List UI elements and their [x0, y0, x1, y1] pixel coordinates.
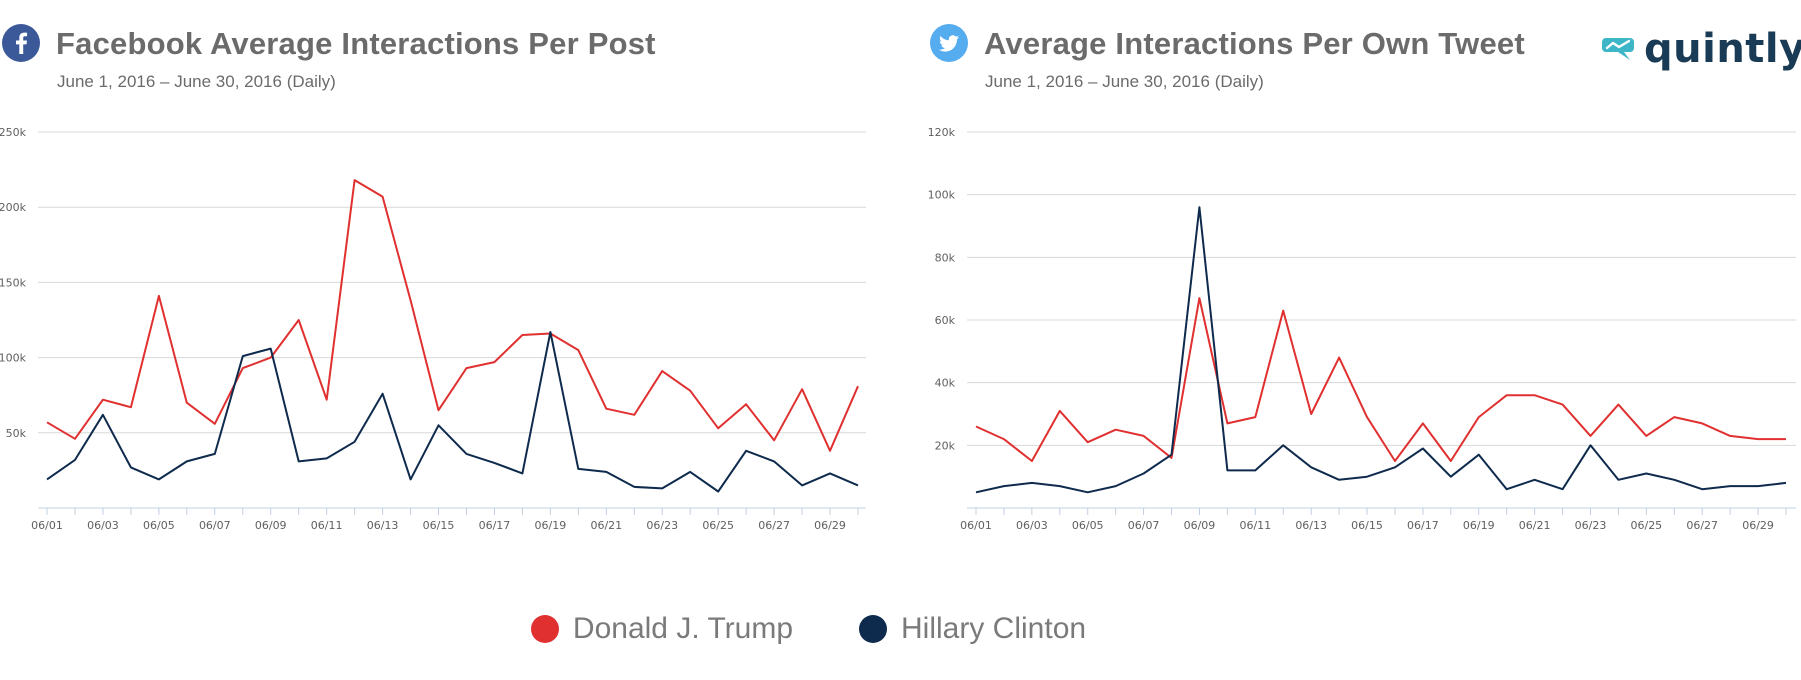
- x-tick-label: 06/13: [1295, 519, 1327, 532]
- x-tick-label: 06/05: [1072, 519, 1104, 532]
- x-tick-label: 06/11: [1239, 519, 1271, 532]
- x-tick-label: 06/21: [590, 519, 622, 532]
- x-tick-label: 06/17: [1407, 519, 1439, 532]
- quintly-logo-icon: [1602, 38, 1634, 60]
- x-tick-label: 06/23: [646, 519, 678, 532]
- x-tick-label: 06/29: [814, 519, 846, 532]
- legend-item-clinton[interactable]: Hillary Clinton: [859, 612, 1086, 646]
- chart-title: Facebook Average Interactions Per Post: [56, 26, 656, 61]
- legend-label: Donald J. Trump: [572, 612, 794, 645]
- x-tick-label: 06/11: [311, 519, 343, 532]
- x-tick-label: 06/03: [87, 519, 119, 532]
- x-tick-label: 06/09: [255, 519, 287, 532]
- y-tick-label: 50k: [6, 427, 27, 440]
- x-tick-label: 06/21: [1519, 519, 1551, 532]
- series-line-clinton: [46, 331, 859, 493]
- y-tick-label: 100k: [0, 352, 27, 365]
- legend-marker-trump: [530, 615, 559, 643]
- facebook-line-chart: 50k 100k 150k 200k 250k 06/01 06/03 06/05 06/07 0…: [0, 126, 866, 532]
- x-tick-label: 06/15: [1351, 519, 1383, 532]
- y-tick-label: 150k: [0, 276, 27, 289]
- x-tick-label: 06/09: [1184, 519, 1216, 532]
- x-tick-label: 06/15: [423, 519, 455, 532]
- quintly-logo-text: quintly: [1644, 26, 1801, 72]
- legend-marker-clinton: [859, 615, 888, 643]
- twitter-panel: Average Interactions Per Own Tweet June …: [928, 0, 1801, 560]
- y-tick-label: 120k: [928, 126, 956, 139]
- x-tick-label: 06/07: [199, 519, 231, 532]
- series-line-trump: [975, 297, 1786, 462]
- legend-item-trump[interactable]: Donald J. Trump: [530, 612, 794, 646]
- twitter-line-chart: 20k 40k 60k 80k 100k 120k 06/01 06/03 06/05 06/07…: [928, 126, 1796, 532]
- chart-legend: Donald J. Trump Hillary Clinton: [0, 612, 1709, 646]
- facebook-panel: Facebook Average Interactions Per Post J…: [0, 0, 880, 560]
- chart-subtitle: June 1, 2016 – June 30, 2016 (Daily): [57, 72, 336, 91]
- y-tick-label: 100k: [928, 189, 956, 202]
- x-tick-label: 06/25: [702, 519, 734, 532]
- y-tick-label: 80k: [935, 251, 956, 264]
- y-tick-label: 200k: [0, 201, 27, 214]
- y-tick-label: 40k: [935, 377, 956, 390]
- chart-subtitle: June 1, 2016 – June 30, 2016 (Daily): [985, 72, 1264, 91]
- y-tick-label: 60k: [935, 314, 956, 327]
- x-tick-label: 06/29: [1742, 519, 1774, 532]
- series-line-trump: [46, 179, 859, 452]
- twitter-icon: [930, 24, 968, 62]
- x-tick-label: 06/27: [1686, 519, 1718, 532]
- series-line-clinton: [975, 206, 1787, 494]
- facebook-icon: [2, 24, 40, 62]
- x-tick-label: 06/17: [479, 519, 511, 532]
- y-tick-label: 20k: [935, 439, 956, 452]
- y-tick-label: 250k: [0, 126, 27, 139]
- x-tick-label: 06/03: [1016, 519, 1048, 532]
- legend-label: Hillary Clinton: [901, 612, 1087, 645]
- x-tick-label: 06/23: [1575, 519, 1607, 532]
- x-tick-label: 06/27: [758, 519, 790, 532]
- x-tick-label: 06/01: [31, 519, 63, 532]
- x-tick-label: 06/07: [1128, 519, 1160, 532]
- x-tick-label: 06/05: [143, 519, 175, 532]
- quintly-logo: quintly: [1602, 28, 1801, 70]
- chart-title: Average Interactions Per Own Tweet: [984, 26, 1525, 61]
- x-tick-label: 06/19: [535, 519, 567, 532]
- x-tick-label: 06/25: [1630, 519, 1662, 532]
- x-tick-label: 06/13: [367, 519, 399, 532]
- x-tick-label: 06/19: [1463, 519, 1495, 532]
- x-tick-label: 06/01: [960, 519, 992, 532]
